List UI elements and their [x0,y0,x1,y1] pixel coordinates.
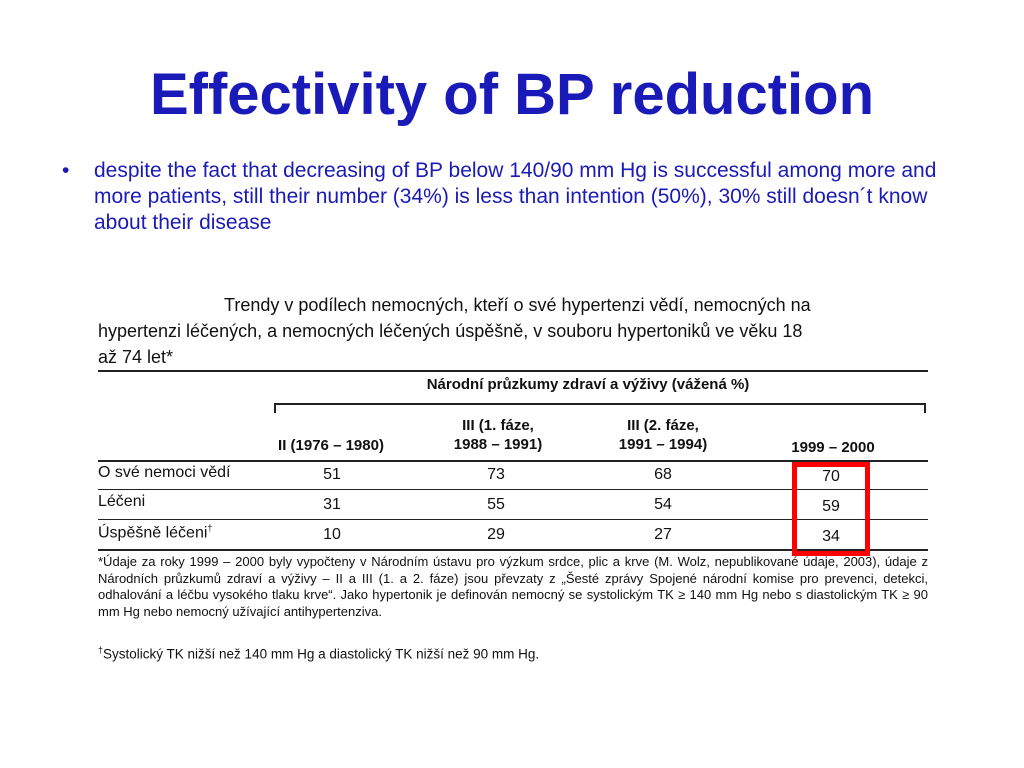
row-rule [98,489,928,490]
highlight-box-1999-2000 [792,462,870,556]
table-cell: 51 [323,466,341,483]
table-cell: 59 [822,498,840,515]
bullet-list: • despite the fact that decreasing of BP… [62,158,962,236]
bracket-rule [274,403,926,405]
table-cell: 34 [822,528,840,545]
table-cell: 10 [323,526,341,543]
slide-title: Effectivity of BP reduction [149,62,875,127]
caption-line-2: hypertenzi léčených, a nemocných léčenýc… [98,321,803,341]
header-rule [98,460,928,462]
row-label-aware: O své nemoci vědí [98,464,231,481]
table-cell: 73 [487,466,505,483]
row-label-controlled: Úspěšně léčeni† [98,523,213,542]
caption-line-3: až 74 let* [98,347,174,367]
row-rule [98,519,928,520]
bullet-text: despite the fact that decreasing of BP b… [94,159,937,234]
table-cell: 31 [323,496,341,513]
row-label-treated: Léčeni [98,493,146,510]
table-cell: 54 [654,496,672,513]
column-header-4: 1999 – 2000 [791,439,875,456]
table-cell: 55 [487,496,505,513]
bracket-left [274,403,276,413]
column-header-1: II (1976 – 1980) [278,437,384,454]
top-rule [98,370,928,372]
table-cell: 27 [654,526,672,543]
footnote-star: *Údaje za roky 1999 – 2000 byly vypočten… [98,554,928,619]
bullet-glyph: • [62,159,70,182]
table-cell: 68 [654,466,672,483]
table-caption: Trendy v podílech nemocných, kteří o své… [98,292,928,370]
bullet-item: • despite the fact that decreasing of BP… [62,158,962,236]
bottom-rule [98,549,928,551]
caption-line-1: Trendy v podílech nemocných, kteří o své… [224,295,811,315]
dagger-mark: † [207,523,213,533]
survey-heading: Národní průzkumy zdraví a výživy (vážená… [426,376,750,393]
footnote-dagger: †Systolický TK nižší než 140 mm Hg a dia… [98,645,540,662]
bracket-right [924,403,926,413]
column-header-2: III (1. fáze, 1988 – 1991) [453,417,543,453]
column-header-3: III (2. fáze, 1991 – 1994) [618,417,708,453]
table-cell: 70 [822,468,840,485]
table-cell: 29 [487,526,505,543]
scanned-table-figure: Trendy v podílech nemocných, kteří o své… [98,290,928,670]
